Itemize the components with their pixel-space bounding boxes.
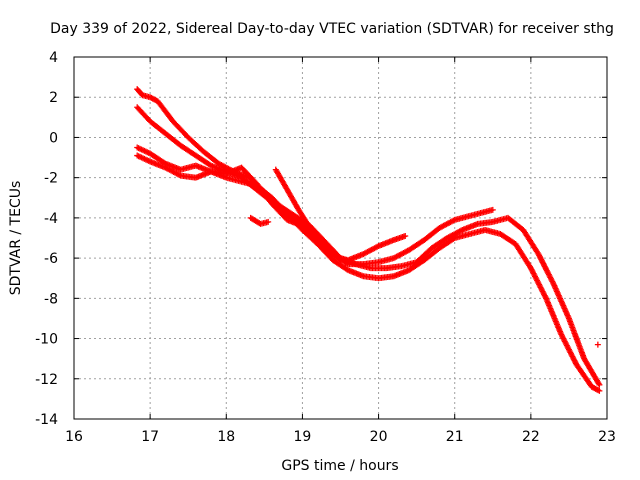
data-point	[595, 387, 602, 394]
x-tick-label: 18	[217, 429, 235, 445]
data-point	[402, 232, 409, 239]
y-tick-label: -4	[44, 211, 58, 227]
x-tick-label: 17	[141, 429, 159, 445]
data-point	[596, 387, 603, 394]
data-points	[134, 86, 603, 394]
y-tick-label: -14	[35, 412, 58, 428]
y-tick-label: 4	[49, 50, 58, 66]
data-point	[489, 206, 496, 213]
series-outlier	[594, 341, 601, 348]
data-point	[596, 381, 603, 388]
y-axis-label: SDTVAR / TECUs	[8, 181, 24, 296]
x-tick-label: 16	[65, 429, 83, 445]
series-track-f	[272, 166, 344, 264]
y-tick-label: -10	[35, 332, 58, 348]
x-tick-labels: 16 17 18 19 20 21 22 23	[65, 429, 616, 445]
axis-ticks	[73, 56, 608, 420]
y-tick-label: -8	[44, 291, 58, 307]
y-tick-label: -6	[44, 251, 58, 267]
plot-frame	[73, 56, 608, 420]
y-tick-label: 0	[49, 130, 58, 146]
y-tick-label: 2	[49, 90, 58, 106]
x-axis-label: GPS time / hours	[281, 458, 398, 474]
series-track-d	[134, 152, 496, 268]
x-tick-label: 22	[522, 429, 540, 445]
y-tick-label: -2	[44, 171, 58, 187]
data-point	[343, 260, 350, 267]
y-tick-labels: -14 -12 -10 -8 -6 -4 -2 0 2 4	[35, 50, 58, 428]
x-tick-label: 23	[598, 429, 616, 445]
data-point	[450, 235, 457, 242]
chart-title: Day 339 of 2022, Sidereal Day-to-day VTE…	[50, 21, 614, 37]
data-point	[336, 255, 343, 262]
x-tick-label: 21	[446, 429, 464, 445]
data-point	[337, 257, 344, 264]
x-tick-label: 20	[370, 429, 388, 445]
series-track-a	[134, 86, 603, 388]
data-point	[265, 218, 272, 225]
series-track-e	[247, 214, 272, 227]
data-point	[594, 341, 601, 348]
y-tick-label: -12	[35, 372, 58, 388]
x-tick-label: 19	[294, 429, 312, 445]
